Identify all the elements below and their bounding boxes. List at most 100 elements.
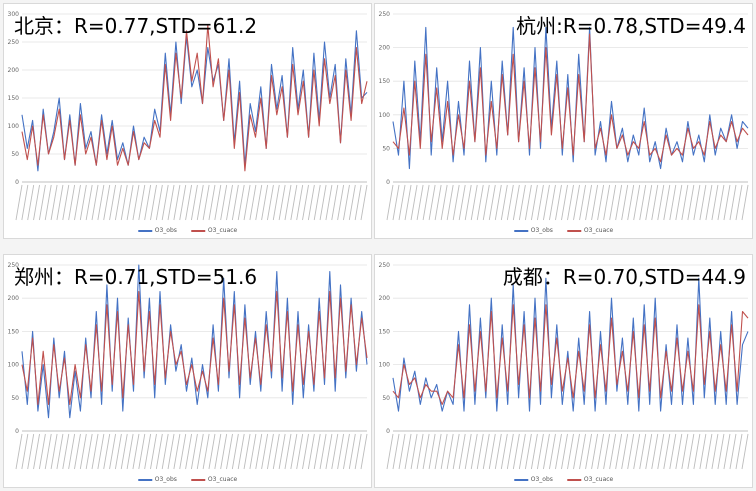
y-tick-label: 100 [8,362,20,369]
x-tick-label [488,433,496,470]
x-tick-label [85,184,93,221]
x-tick-label [302,433,309,470]
chart-svg-hangzhou: 0 50 100 150 200 250 [379,11,749,221]
x-tick-label [62,433,70,470]
x-tick-label [663,184,671,221]
y-tick-label: 0 [15,179,19,186]
x-tick-label [296,433,304,470]
x-tick-label [155,433,163,470]
y-tick-label: 200 [379,295,391,302]
x-tick-label [290,433,298,470]
x-tick-label [249,184,257,221]
x-tick-label [109,433,117,470]
x-tick-label [272,184,280,221]
x-tick-label [615,184,623,221]
x-tick-label [735,433,743,470]
x-tick-label [627,433,635,470]
x-tick-label [404,433,412,470]
x-tick-label [155,184,163,221]
x-tick-label [494,433,502,470]
x-tick-label [579,433,586,470]
x-tick-label [651,433,659,470]
x-tick-label [190,184,198,221]
x-tick-label [307,184,315,221]
x-tick-label [272,433,280,470]
x-tick-label [208,433,216,470]
x-tick-label [337,184,345,221]
x-tick-label [319,184,327,221]
x-tick-label [120,184,128,221]
x-tick-label [645,433,653,470]
legend-item-cuace: O3_cuace [190,227,237,234]
legend-item-obs: O3_obs [137,476,177,483]
x-tick-label [161,184,169,221]
x-tick-label [21,433,29,470]
legend-swatch-obs [513,229,528,232]
x-tick-label [313,184,321,221]
x-tick-label [243,433,251,470]
x-tick-label [741,433,749,470]
x-tick-label [167,184,175,221]
x-tick-label [348,433,356,470]
x-tick-label [542,433,550,470]
x-tick-label [615,433,623,470]
x-tick-label [138,184,146,221]
x-tick-label [331,433,339,470]
x-tick-label [38,184,46,221]
x-tick-label [392,433,400,470]
x-tick-label [446,184,454,221]
x-tick-label [220,184,228,221]
x-tick-label [729,184,737,221]
x-tick-label [38,433,46,470]
x-tick-label [150,184,157,221]
x-tick-label [579,184,586,221]
x-tick-label [597,433,605,470]
x-tick-label [79,433,87,470]
x-tick-label [524,433,532,470]
legend-label: O3_cuace [583,476,614,483]
x-tick-label [597,184,605,221]
x-tick-label [687,433,695,470]
x-tick-label [15,184,23,221]
x-tick-label [278,184,286,221]
x-tick-label [536,433,544,470]
x-tick-label [639,433,647,470]
x-tick-label [126,184,134,221]
x-tick-label [651,184,659,221]
x-tick-label [675,433,683,470]
x-tick-label [410,433,418,470]
legend-label: O3_obs [154,476,177,483]
x-tick-label [512,184,520,221]
x-tick-label [482,433,490,470]
y-tick-label: 150 [379,78,391,85]
y-tick-label: 200 [379,45,391,52]
chart-panel-beijing: 0 50 100 150 200 250 300 北京：R=0.77,STD=61.2 O3… [3,3,372,239]
y-tick-label: 150 [379,328,391,335]
chart-legend: O3_obs O3_cuace [137,476,237,483]
x-tick-label [657,433,665,470]
chart-title: 北京：R=0.77,STD=61.2 [14,14,258,38]
x-tick-label [343,433,350,470]
x-tick-label [237,433,245,470]
x-tick-label [144,184,152,221]
x-tick-label [261,184,269,221]
x-tick-label [214,433,222,470]
x-tick-label [645,184,653,221]
x-tick-label [392,184,400,221]
x-tick-label [494,184,502,221]
x-tick-label [440,433,448,470]
x-tick-label [255,433,263,470]
x-tick-label [416,184,424,221]
x-tick-label [567,433,574,470]
x-tick-label [202,433,210,470]
x-tick-label [741,184,749,221]
series-line-O3_cuace [392,33,749,163]
x-tick-label [348,184,356,221]
x-tick-label [567,184,574,221]
x-tick-label [609,184,617,221]
x-tick-label [237,184,245,221]
x-tick-label [549,433,556,470]
x-tick-label [196,184,204,221]
x-tick-label [470,433,478,470]
x-tick-label [470,184,478,221]
